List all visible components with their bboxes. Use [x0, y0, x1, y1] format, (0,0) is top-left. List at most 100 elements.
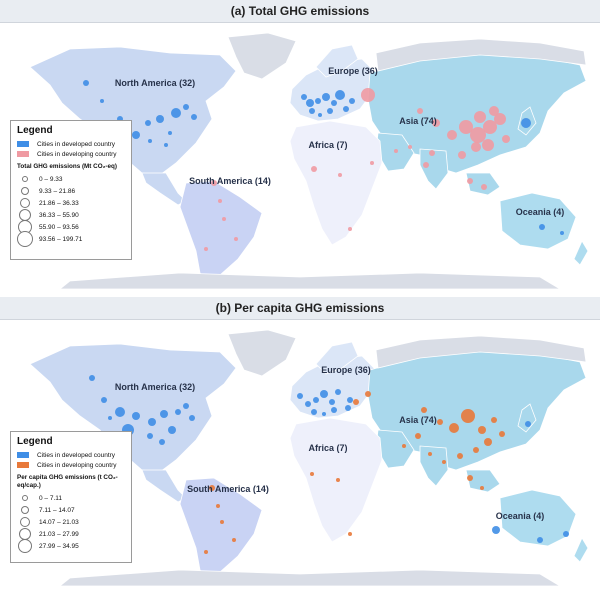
size-range-label: 93.56 – 199.71: [39, 235, 83, 243]
size-legend-row: 7.11 – 14.07: [17, 504, 125, 516]
city-marker-developed: [89, 375, 95, 381]
size-legend: 0 – 7.11 7.11 – 14.07 14.07 – 21.03 21.03 –…: [17, 492, 125, 553]
city-marker-developing: [474, 111, 486, 123]
city-marker-developed: [168, 131, 172, 135]
city-marker-developing: [491, 417, 497, 423]
north-america-shape: [29, 343, 237, 473]
size-range-label: 21.03 – 27.99: [39, 530, 79, 538]
city-marker-developing: [310, 472, 314, 476]
city-marker-developing: [417, 108, 423, 114]
region-label: Africa (7): [308, 443, 347, 453]
developing-swatch: [17, 462, 29, 468]
size-circle-icon: [17, 231, 33, 247]
southeast-asia-shape: [465, 172, 501, 196]
city-marker-developing: [473, 447, 479, 453]
city-marker-developing: [220, 520, 224, 524]
city-marker-developed: [183, 104, 189, 110]
city-marker-developing: [471, 142, 481, 152]
size-range-label: 7.11 – 14.07: [39, 506, 75, 514]
city-marker-developing: [494, 113, 506, 125]
city-marker-developing: [234, 237, 238, 241]
legend-developed-label: Cities in developed country: [37, 140, 116, 148]
city-marker-developed: [183, 403, 189, 409]
city-marker-developing: [348, 227, 352, 231]
city-marker-developing: [467, 178, 473, 184]
russia-north-shape: [375, 38, 587, 72]
city-marker-developing: [338, 173, 342, 177]
city-marker-developing: [204, 247, 208, 251]
legend-developed-label: Cities in developed country: [37, 451, 116, 459]
developed-swatch: [17, 141, 29, 147]
size-legend-row: 9.33 – 21.86: [17, 185, 125, 197]
city-marker-developing: [394, 149, 398, 153]
city-marker-developed: [560, 231, 564, 235]
city-marker-developed: [305, 401, 311, 407]
city-marker-developed: [320, 390, 328, 398]
legend-developed: Cities in developed country: [17, 139, 125, 149]
size-legend-row: 55.90 – 93.56: [17, 220, 125, 234]
size-legend-row: 14.07 – 21.03: [17, 516, 125, 528]
city-marker-developed: [345, 405, 351, 411]
city-marker-developed: [83, 80, 89, 86]
city-marker-developing: [429, 150, 435, 156]
size-circle-icon: [17, 506, 33, 514]
city-marker-developed: [148, 139, 152, 143]
city-marker-developed: [492, 526, 500, 534]
city-marker-developing: [421, 407, 427, 413]
city-marker-developed: [191, 114, 197, 120]
africa-shape: [289, 120, 383, 246]
world-map-total: North America (32) Europe (36) Asia (74) Af…: [0, 23, 600, 289]
city-marker-developed: [100, 99, 104, 103]
size-range-label: 55.90 – 93.56: [39, 223, 79, 231]
city-marker-developed: [297, 393, 303, 399]
region-label: North America (32): [115, 78, 195, 88]
size-circle-icon: [17, 176, 33, 182]
panel-title: (b) Per capita GHG emissions: [0, 297, 600, 320]
city-marker-developed: [347, 397, 353, 403]
region-label: Oceania (4): [516, 207, 565, 217]
city-marker-developing: [408, 145, 412, 149]
city-marker-developing: [365, 391, 371, 397]
panel-total-ghg: (a) Total GHG emissions North America (3…: [0, 0, 600, 289]
southeast-asia-shape: [465, 469, 501, 493]
legend-developing: Cities in developing country: [17, 149, 125, 159]
city-marker-developed: [313, 397, 319, 403]
size-range-label: 0 – 9.33: [39, 175, 63, 183]
region-label: Africa (7): [308, 140, 347, 150]
city-marker-developing: [204, 550, 208, 554]
legend-box: Legend Cities in developed country Citie…: [10, 431, 132, 563]
city-marker-developing: [478, 426, 486, 434]
city-marker-developing: [216, 504, 220, 508]
city-marker-developing: [457, 453, 463, 459]
city-marker-developed: [537, 537, 543, 543]
city-marker-developing: [232, 538, 236, 542]
region-label: South America (14): [187, 484, 269, 494]
city-marker-developing: [482, 139, 494, 151]
developing-swatch: [17, 151, 29, 157]
legend-title: Legend: [17, 125, 53, 136]
city-marker-developed: [171, 108, 181, 118]
size-legend-row: 21.86 – 36.33: [17, 197, 125, 209]
new-zealand-shape: [573, 537, 589, 563]
city-marker-developed: [309, 108, 315, 114]
size-circle-icon: [17, 187, 33, 195]
developed-swatch: [17, 452, 29, 458]
city-marker-developed: [164, 143, 168, 147]
city-marker-developed: [322, 412, 326, 416]
legend-developing-label: Cities in developing country: [37, 461, 117, 469]
size-range-label: 14.07 – 21.03: [39, 518, 79, 526]
city-marker-developing: [480, 486, 484, 490]
city-marker-developing: [361, 88, 375, 102]
city-marker-developing: [218, 199, 222, 203]
city-marker-developed: [327, 108, 333, 114]
size-range-label: 9.33 – 21.86: [39, 187, 76, 195]
city-marker-developing: [467, 475, 473, 481]
city-marker-developed: [539, 224, 545, 230]
city-marker-developing: [461, 409, 475, 423]
city-marker-developing: [348, 532, 352, 536]
scandinavia-shape: [315, 341, 359, 375]
city-marker-developed: [563, 531, 569, 537]
city-marker-developed: [322, 93, 330, 101]
city-marker-developed: [306, 99, 314, 107]
city-marker-developed: [335, 90, 345, 100]
